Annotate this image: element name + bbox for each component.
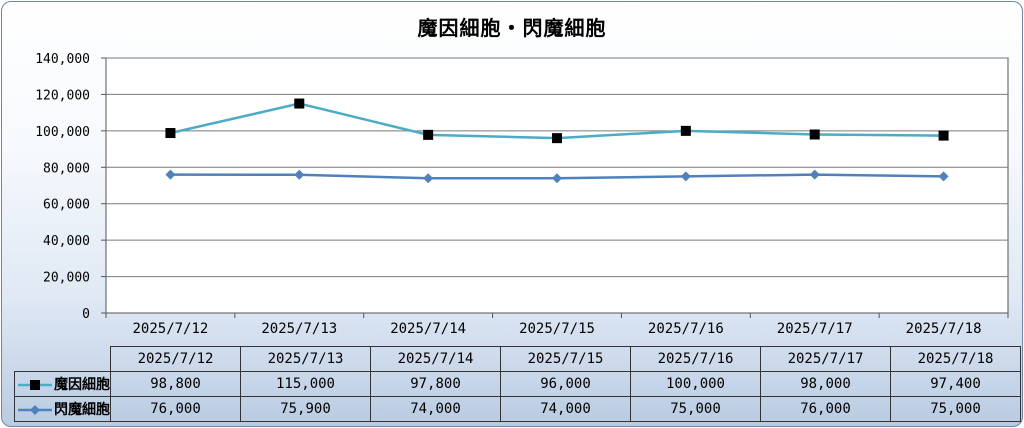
data-point xyxy=(552,173,562,184)
data-point xyxy=(294,169,305,180)
y-tick-label: 60,000 xyxy=(43,198,90,213)
y-tick-label: 120,000 xyxy=(35,88,90,103)
x-tick-label: 2025/7/15 xyxy=(519,321,595,337)
legend-square-marker-icon xyxy=(18,380,52,390)
data-label: 96,000 xyxy=(500,371,631,397)
data-point xyxy=(165,128,176,139)
table-header-cell: 2025/7/16 xyxy=(630,346,761,372)
x-tick-label: 2025/7/16 xyxy=(648,321,724,337)
table-row: 閃魔細胞 76,000 75,900 74,000 74,000 75,000 76,000… xyxy=(14,396,1021,422)
data-label: 75,900 xyxy=(240,396,371,422)
data-point xyxy=(423,173,434,184)
series-name: 魔因細胞 xyxy=(54,377,110,393)
table-header-cell: 2025/7/17 xyxy=(760,346,891,372)
data-label: 74,000 xyxy=(370,396,501,422)
data-point xyxy=(680,171,691,182)
table-row: 魔因細胞 98,800 115,000 97,800 96,000 100,000 98,0… xyxy=(14,371,1021,397)
data-point xyxy=(938,171,949,182)
data-label: 100,000 xyxy=(630,371,761,397)
table-header-cell: 2025/7/15 xyxy=(500,346,631,372)
x-tick-label: 2025/7/14 xyxy=(390,321,466,337)
data-label: 97,400 xyxy=(890,371,1021,397)
data-label: 76,000 xyxy=(760,396,891,422)
legend-key: 閃魔細胞 xyxy=(14,396,111,422)
table-header-cell: 2025/7/18 xyxy=(890,346,1021,372)
y-tick-label: 100,000 xyxy=(35,125,90,140)
legend-diamond-marker-icon xyxy=(18,405,52,415)
data-point xyxy=(423,129,434,140)
table-header-cell: 2025/7/14 xyxy=(370,346,501,372)
y-tick-label: 20,000 xyxy=(43,271,90,286)
chart-title: 魔因細胞・閃魔細胞 xyxy=(417,16,607,40)
data-point xyxy=(165,169,176,180)
data-point xyxy=(809,129,820,140)
data-point xyxy=(938,130,949,141)
y-tick-label: 0 xyxy=(82,307,90,322)
data-label: 76,000 xyxy=(110,396,241,422)
y-tick-label: 140,000 xyxy=(35,52,90,67)
x-tick-label: 2025/7/13 xyxy=(261,321,337,337)
legend-key: 魔因細胞 xyxy=(14,371,111,397)
data-label: 74,000 xyxy=(500,396,631,422)
plot-background xyxy=(105,57,1009,314)
x-tick-label: 2025/7/17 xyxy=(777,321,853,337)
data-point xyxy=(552,133,562,144)
data-label: 98,800 xyxy=(110,371,241,397)
x-tick-label: 2025/7/12 xyxy=(132,321,208,337)
data-label: 115,000 xyxy=(240,371,371,397)
series-name: 閃魔細胞 xyxy=(54,402,110,418)
data-point xyxy=(809,169,820,180)
data-table: 2025/7/12 2025/7/13 2025/7/14 2025/7/15 2025… xyxy=(14,346,1021,422)
data-point xyxy=(294,98,305,109)
y-tick-label: 40,000 xyxy=(43,234,90,249)
plot-area: 0 20,000 40,000 60,000 80,000 100,000 120,000 1… xyxy=(35,52,1009,337)
data-label: 97,800 xyxy=(370,371,501,397)
data-label: 75,000 xyxy=(630,396,761,422)
data-point xyxy=(680,125,691,136)
data-label: 98,000 xyxy=(760,371,891,397)
table-corner xyxy=(14,346,111,372)
data-label: 75,000 xyxy=(890,396,1021,422)
x-tick-label: 2025/7/18 xyxy=(906,321,982,337)
y-tick-label: 80,000 xyxy=(43,161,90,176)
table-header-cell: 2025/7/13 xyxy=(240,346,371,372)
table-header-cell: 2025/7/12 xyxy=(110,346,241,372)
